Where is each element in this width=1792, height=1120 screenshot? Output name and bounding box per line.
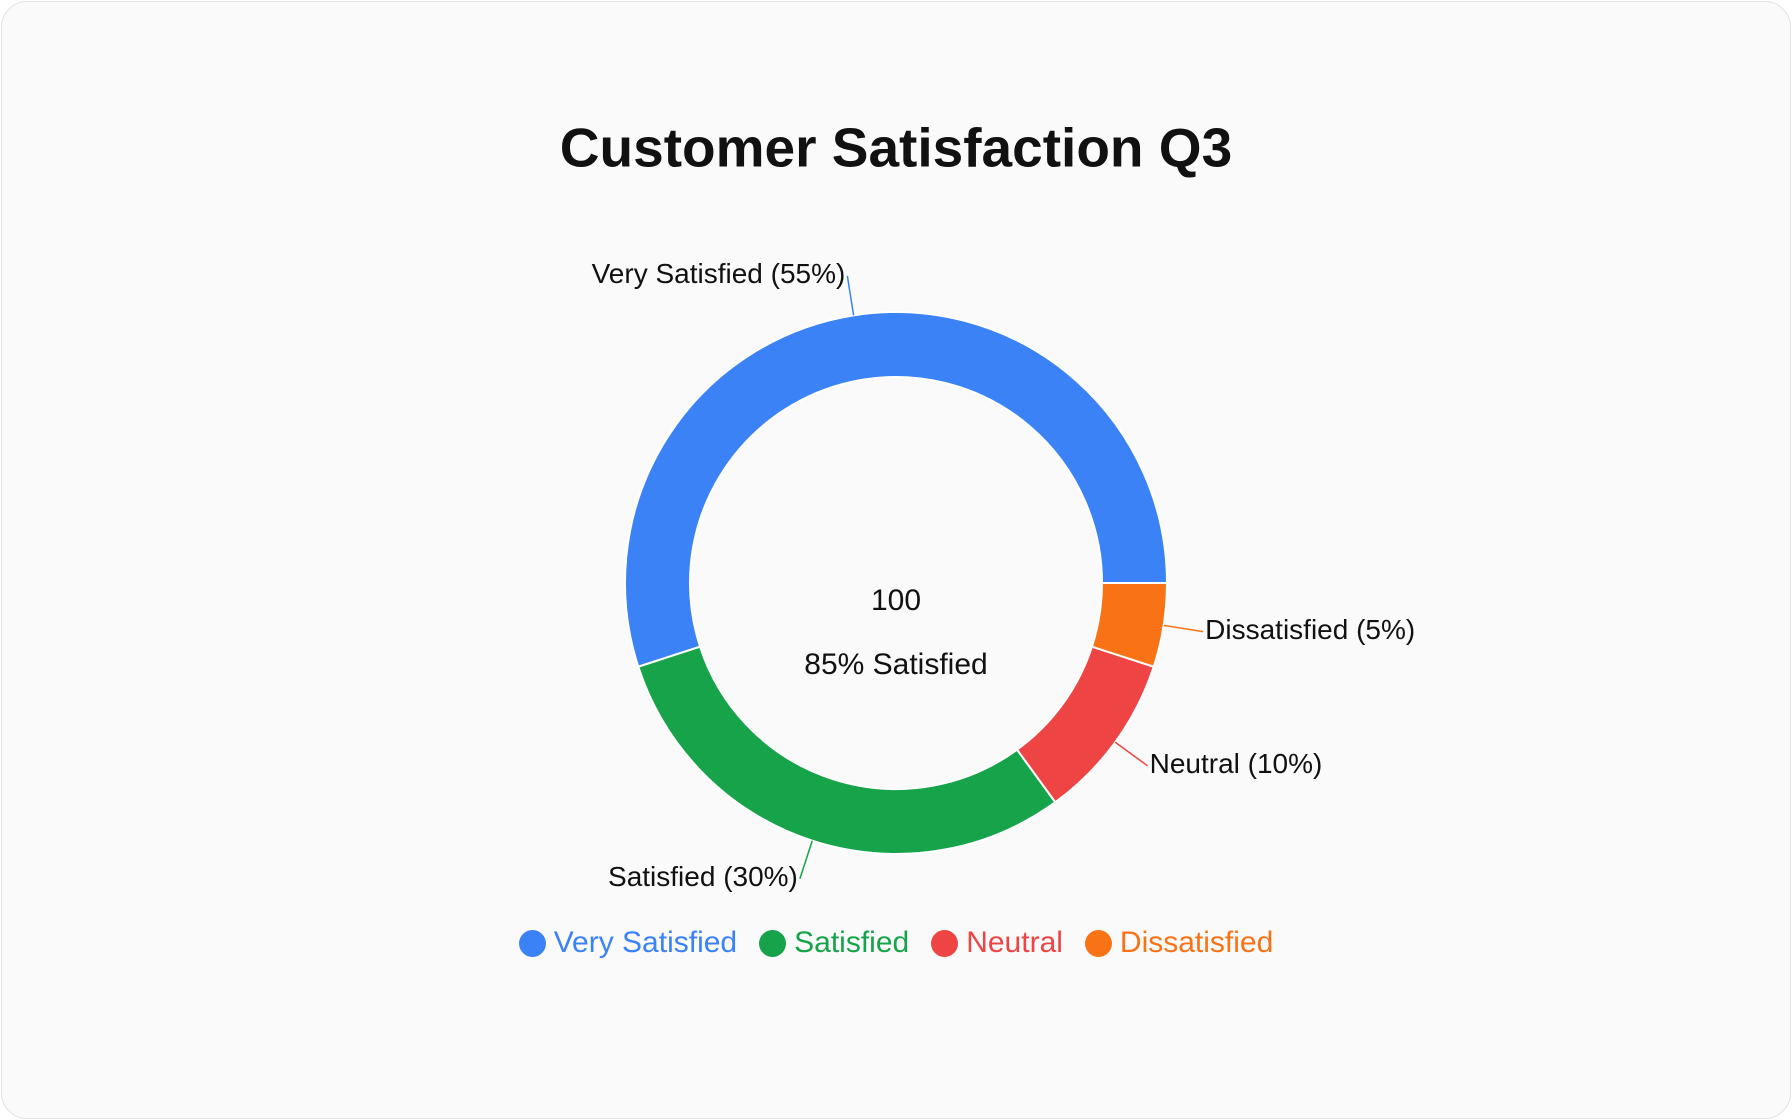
donut-slice xyxy=(1015,645,1156,804)
slice-label: Very Satisfied (55%) xyxy=(592,258,846,289)
leader-line xyxy=(1114,741,1149,767)
center-value: 100 xyxy=(871,584,921,617)
donut-slice xyxy=(624,311,1169,669)
center-label: 85% Satisfied xyxy=(804,648,987,681)
leader-line xyxy=(1163,624,1204,633)
slice-label: Dissatisfied (5%) xyxy=(1205,614,1415,645)
legend-label: Satisfied xyxy=(794,926,910,959)
legend-item[interactable]: Satisfied xyxy=(759,926,909,960)
legend-label: Dissatisfied xyxy=(1119,926,1274,959)
slice-label: Neutral (10%) xyxy=(1150,748,1323,779)
legend-item[interactable]: Dissatisfied xyxy=(1084,926,1274,960)
leader-line xyxy=(846,275,855,316)
legend-swatch xyxy=(518,929,546,957)
legend-swatch xyxy=(759,929,787,957)
legend-swatch xyxy=(1084,929,1112,957)
slice-label: Satisfied (30%) xyxy=(608,861,798,892)
legend-swatch xyxy=(931,929,959,957)
legend-label: Neutral xyxy=(966,926,1063,959)
legend-label: Very Satisfied xyxy=(553,926,738,959)
donut-slice xyxy=(637,645,1057,855)
leader-line xyxy=(799,840,813,880)
chart-title: Customer Satisfaction Q3 xyxy=(560,117,1232,179)
legend-item[interactable]: Very Satisfied xyxy=(518,926,738,960)
donut-slice xyxy=(1090,582,1169,669)
legend: Very Satisfied Satisfied Neutral Dissatisfi… xyxy=(0,926,1792,960)
legend-item[interactable]: Neutral xyxy=(931,926,1063,960)
